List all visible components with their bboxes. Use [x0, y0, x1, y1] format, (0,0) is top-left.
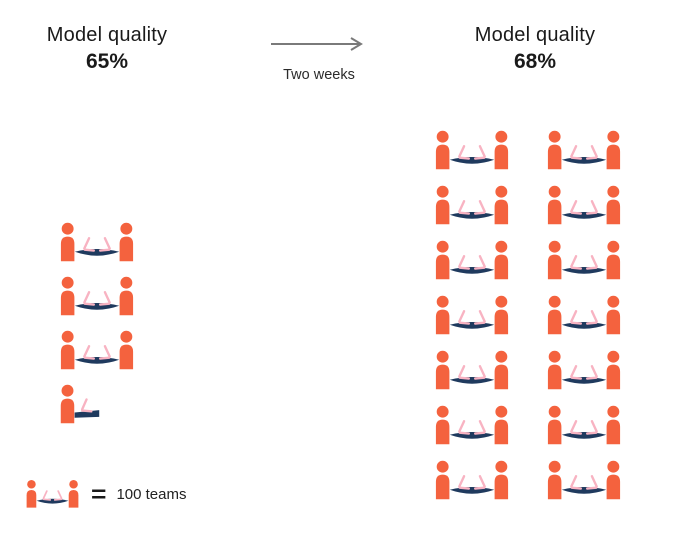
before-quality-header: Model quality 65%	[12, 24, 202, 74]
half-team-icon-cell	[57, 382, 137, 428]
right-arrow-icon	[271, 37, 363, 51]
team-icon-cell	[544, 128, 624, 174]
after-quality-value: 68%	[513, 50, 557, 73]
team-icon	[547, 130, 621, 170]
two-weeks-label: Two weeks	[283, 67, 355, 83]
team-icon-cell	[432, 348, 512, 394]
team-icon-cell	[432, 293, 512, 339]
team-icon	[435, 350, 509, 390]
team-icon	[26, 479, 79, 508]
half-team-icon	[60, 384, 100, 424]
legend-label: 100 teams	[116, 486, 187, 503]
team-icon-cell	[544, 238, 624, 284]
team-icon	[435, 240, 509, 280]
before-quality-title: Model quality	[46, 24, 168, 46]
team-icon-cell	[432, 128, 512, 174]
team-icon-cell	[544, 403, 624, 449]
team-icon	[547, 295, 621, 335]
team-icon	[435, 405, 509, 445]
team-icon-cell	[544, 458, 624, 504]
after-quality-title: Model quality	[474, 24, 596, 46]
team-icon	[60, 222, 134, 262]
team-icon-cell	[57, 220, 137, 266]
team-icon-cell	[432, 403, 512, 449]
after-quality-header: Model quality 68%	[440, 24, 630, 74]
team-icon	[24, 478, 81, 511]
team-icon	[547, 405, 621, 445]
transition: Two weeks	[266, 36, 372, 83]
team-icon	[60, 330, 134, 370]
team-icon	[435, 460, 509, 500]
team-icon	[60, 276, 134, 316]
team-icon-cell	[432, 183, 512, 229]
team-icon-cell	[544, 293, 624, 339]
team-icon-cell	[544, 183, 624, 229]
team-icon-cell	[57, 274, 137, 320]
team-icon-cell	[432, 238, 512, 284]
equals-sign: =	[90, 481, 107, 507]
team-icon	[435, 130, 509, 170]
team-icon-cell	[544, 348, 624, 394]
before-quality-value: 65%	[85, 50, 129, 73]
team-icon	[547, 350, 621, 390]
before-icon-grid	[57, 220, 137, 428]
after-icon-grid	[432, 128, 624, 504]
legend: = 100 teams	[24, 478, 186, 511]
team-icon	[547, 460, 621, 500]
team-icon	[547, 185, 621, 225]
team-icon-cell	[57, 328, 137, 374]
team-icon-cell	[432, 458, 512, 504]
team-icon	[435, 295, 509, 335]
team-icon	[435, 185, 509, 225]
team-icon	[547, 240, 621, 280]
